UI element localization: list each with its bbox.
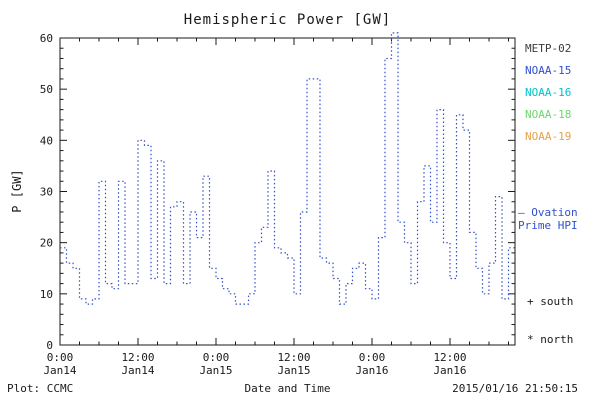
y-tick-label: 50 bbox=[40, 83, 53, 96]
legend-item-metp02: METP-02 bbox=[525, 42, 572, 55]
legend-marker-south: + south bbox=[527, 295, 574, 308]
x-tick-label-date: Jan14 bbox=[121, 364, 154, 377]
plot-timestamp: 2015/01/16 21:50:15 bbox=[452, 382, 578, 395]
y-tick-label: 60 bbox=[40, 32, 53, 45]
x-tick-label-time: 0:00 bbox=[47, 351, 74, 364]
legend-marker-north: * north bbox=[527, 333, 574, 346]
x-tick-label-time: 0:00 bbox=[203, 351, 230, 364]
legend-ovation-prime-hpi: — Ovation Prime HPI bbox=[518, 206, 578, 232]
x-tick-label-date: Jan16 bbox=[433, 364, 466, 377]
y-tick-label: 0 bbox=[46, 339, 53, 352]
legend-ovation-line1: — Ovation bbox=[518, 206, 578, 219]
x-tick-label-time: 0:00 bbox=[359, 351, 386, 364]
legend-item-noaa15: NOAA-15 bbox=[525, 64, 572, 77]
plot-frame bbox=[59, 37, 516, 346]
legend-ovation-line2: Prime HPI bbox=[518, 219, 578, 232]
legend-item-noaa18: NOAA-18 bbox=[525, 108, 572, 121]
plot-credit: Plot: CCMC bbox=[7, 382, 74, 395]
x-tick-label-time: 12:00 bbox=[277, 351, 310, 364]
y-tick-label: 20 bbox=[40, 237, 53, 250]
hpi-series-line bbox=[60, 32, 515, 305]
x-axis-label: Date and Time bbox=[244, 382, 331, 395]
legend-satellites: METP-02 NOAA-15 NOAA-16 NOAA-18 NOAA-19 bbox=[525, 42, 571, 152]
x-tick-label-time: 12:00 bbox=[433, 351, 466, 364]
x-tick-label-date: Jan16 bbox=[355, 364, 388, 377]
x-tick-label-date: Jan14 bbox=[43, 364, 76, 377]
x-tick-label-date: Jan15 bbox=[277, 364, 310, 377]
y-tick-label: 40 bbox=[40, 134, 53, 147]
x-tick-label-time: 12:00 bbox=[121, 351, 154, 364]
x-tick-label-date: Jan15 bbox=[199, 364, 232, 377]
y-tick-label: 10 bbox=[40, 288, 53, 301]
legend-item-noaa19: NOAA-19 bbox=[525, 130, 572, 143]
chart-title: Hemispheric Power [GW] bbox=[183, 12, 392, 28]
legend-item-noaa16: NOAA-16 bbox=[525, 86, 572, 99]
y-tick-label: 30 bbox=[40, 186, 53, 199]
